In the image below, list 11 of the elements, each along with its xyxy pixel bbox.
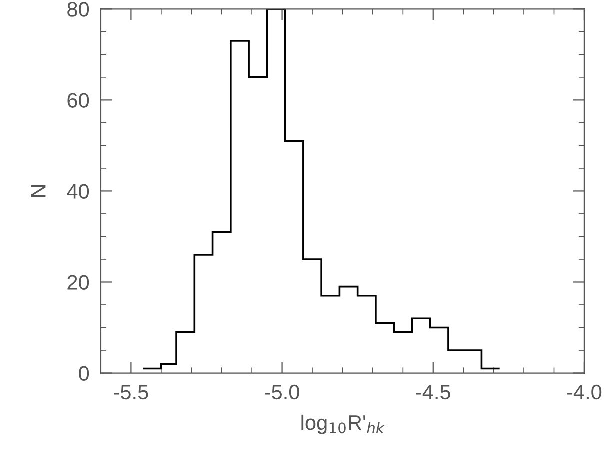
x-tick-label: -4.5 <box>416 385 450 400</box>
x-tick-label: -5.5 <box>114 385 148 400</box>
y-tick-label: 40 <box>67 184 90 199</box>
x-tick-label: -5.0 <box>265 384 300 400</box>
y-tick-label: 80 <box>68 2 90 17</box>
x-tick-label: -4.0 <box>567 384 602 400</box>
y-tick-label: 60 <box>68 93 90 108</box>
y-tick-label: 0 <box>79 366 90 382</box>
y-axis-title: N <box>31 185 46 198</box>
x-axis-title: log$_{10}$R'$_{hk}$ <box>302 414 385 434</box>
y-tick-label: 20 <box>68 275 90 290</box>
